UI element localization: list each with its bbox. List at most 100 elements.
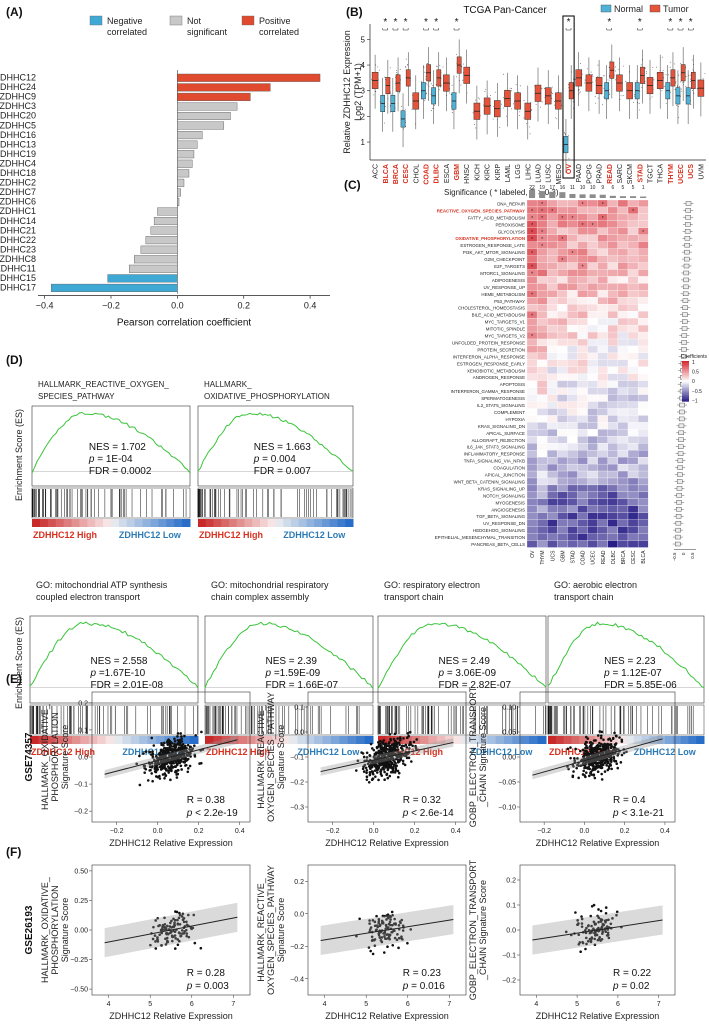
data-point [579,749,582,753]
heatmap-cell [557,394,568,402]
rank-gradient [174,519,183,527]
rank-gradient [555,736,565,744]
data-point [379,772,383,776]
data-point [184,759,187,763]
data-point [356,759,360,763]
count-label: 5 [622,185,625,191]
legend-swatch [89,15,103,26]
heatmap-cell [637,290,649,298]
heatmap-cell [547,262,558,270]
data-point [165,928,168,931]
mini-box [685,201,692,206]
data-point [377,921,380,925]
p-value: p =1.59E-09 [264,668,320,679]
heatmap-cell [607,394,619,402]
count-bar [559,192,566,198]
heatmap-cell [617,394,629,402]
data-point [595,744,599,748]
x-tick-label: 4 [323,1001,327,1008]
heatmap-cell [536,512,548,520]
data-point [183,755,187,759]
heatmap-cell [597,220,608,228]
heatmap-cell [597,498,608,506]
legend-swatch [241,15,255,26]
heatmap-cell [627,540,639,548]
data-point [408,747,411,750]
data-point [167,771,170,774]
heatmap-cell [617,540,629,548]
heatmap-cell [536,429,548,437]
data-point [176,918,179,922]
category-label: LUSC [546,164,553,183]
jitter-point [572,101,574,103]
data-point [590,746,593,749]
data-point [192,913,196,917]
significance-star: * [679,17,683,28]
x-tick-label: 0.2 [410,828,420,835]
data-point [169,752,173,756]
data-point [369,926,373,929]
heatmap-cell [597,366,608,374]
data-point [574,747,577,751]
heatmap-cell [587,359,598,367]
row-label: EPITHELIAL_MESENCHYMAL_TRANSITION [435,535,525,540]
heatmap-cell [617,450,629,458]
bar [145,236,178,245]
rank-gradient [306,519,315,527]
nes-value: NES = 2.558 [90,656,147,667]
legend-label: correlated [259,27,299,37]
data-point [601,763,605,767]
jitter-point [567,84,569,86]
data-point [388,747,391,751]
data-point [182,932,186,935]
jitter-point [625,80,627,82]
cell-star: * [571,216,573,222]
heatmap-cell [587,422,598,430]
heatmap-cell [607,262,619,270]
jitter-point [442,66,444,68]
data-point [172,929,175,933]
row-label: KRAS_SIGNALING_UP [478,486,525,491]
row-label: G2M_CHECKPOINT [484,257,525,262]
x-axis-title: ZDHHC12 Relative Expression [536,838,660,848]
heatmap-cell [637,429,649,437]
heatmap-cell [597,443,608,451]
data-point [182,920,186,924]
data-point [393,929,396,932]
data-point [375,771,379,774]
gsea-title: transport chain [554,592,614,602]
heatmap-cell [547,498,558,506]
heatmap-cell [607,227,619,235]
category-label: CHOL [413,164,420,184]
rank-gradient [47,519,57,527]
data-point [377,920,381,923]
y-tick-label: 0.0 [78,755,88,762]
heatmap-cell [597,505,608,513]
rank-gradient [657,736,666,744]
heatmap-cell [547,436,558,444]
heatmap-cell [577,304,588,312]
heatmap-cell [587,484,598,493]
data-point [600,749,604,752]
heatmap-cell [587,297,598,305]
y-axis-title: GOBP_ELECTRON_TRANSPORT [468,859,478,1000]
category-label: ZDHHC6 [0,197,36,207]
row-label: INFLAMMATORY_RESPONSE [464,452,525,457]
jitter-point [681,88,682,90]
heatmap-cell [526,283,538,291]
data-point [369,742,373,746]
data-point [163,916,166,920]
x-tick-label: 6 [406,1001,410,1008]
jitter-point [692,89,693,91]
gsea-title: GO: mitochondrial ATP synthesis [36,580,168,590]
heatmap-cell [526,526,538,534]
data-point [383,744,387,748]
heatmap-cell [577,512,588,520]
heatmap-cell [577,443,588,451]
data-point [378,936,382,939]
jitter-point [373,94,375,96]
heatmap-cell [627,470,639,479]
r-value: R = 0.23 [403,968,442,979]
heatmap-cell [547,380,558,388]
heatmap-cell [557,450,568,458]
